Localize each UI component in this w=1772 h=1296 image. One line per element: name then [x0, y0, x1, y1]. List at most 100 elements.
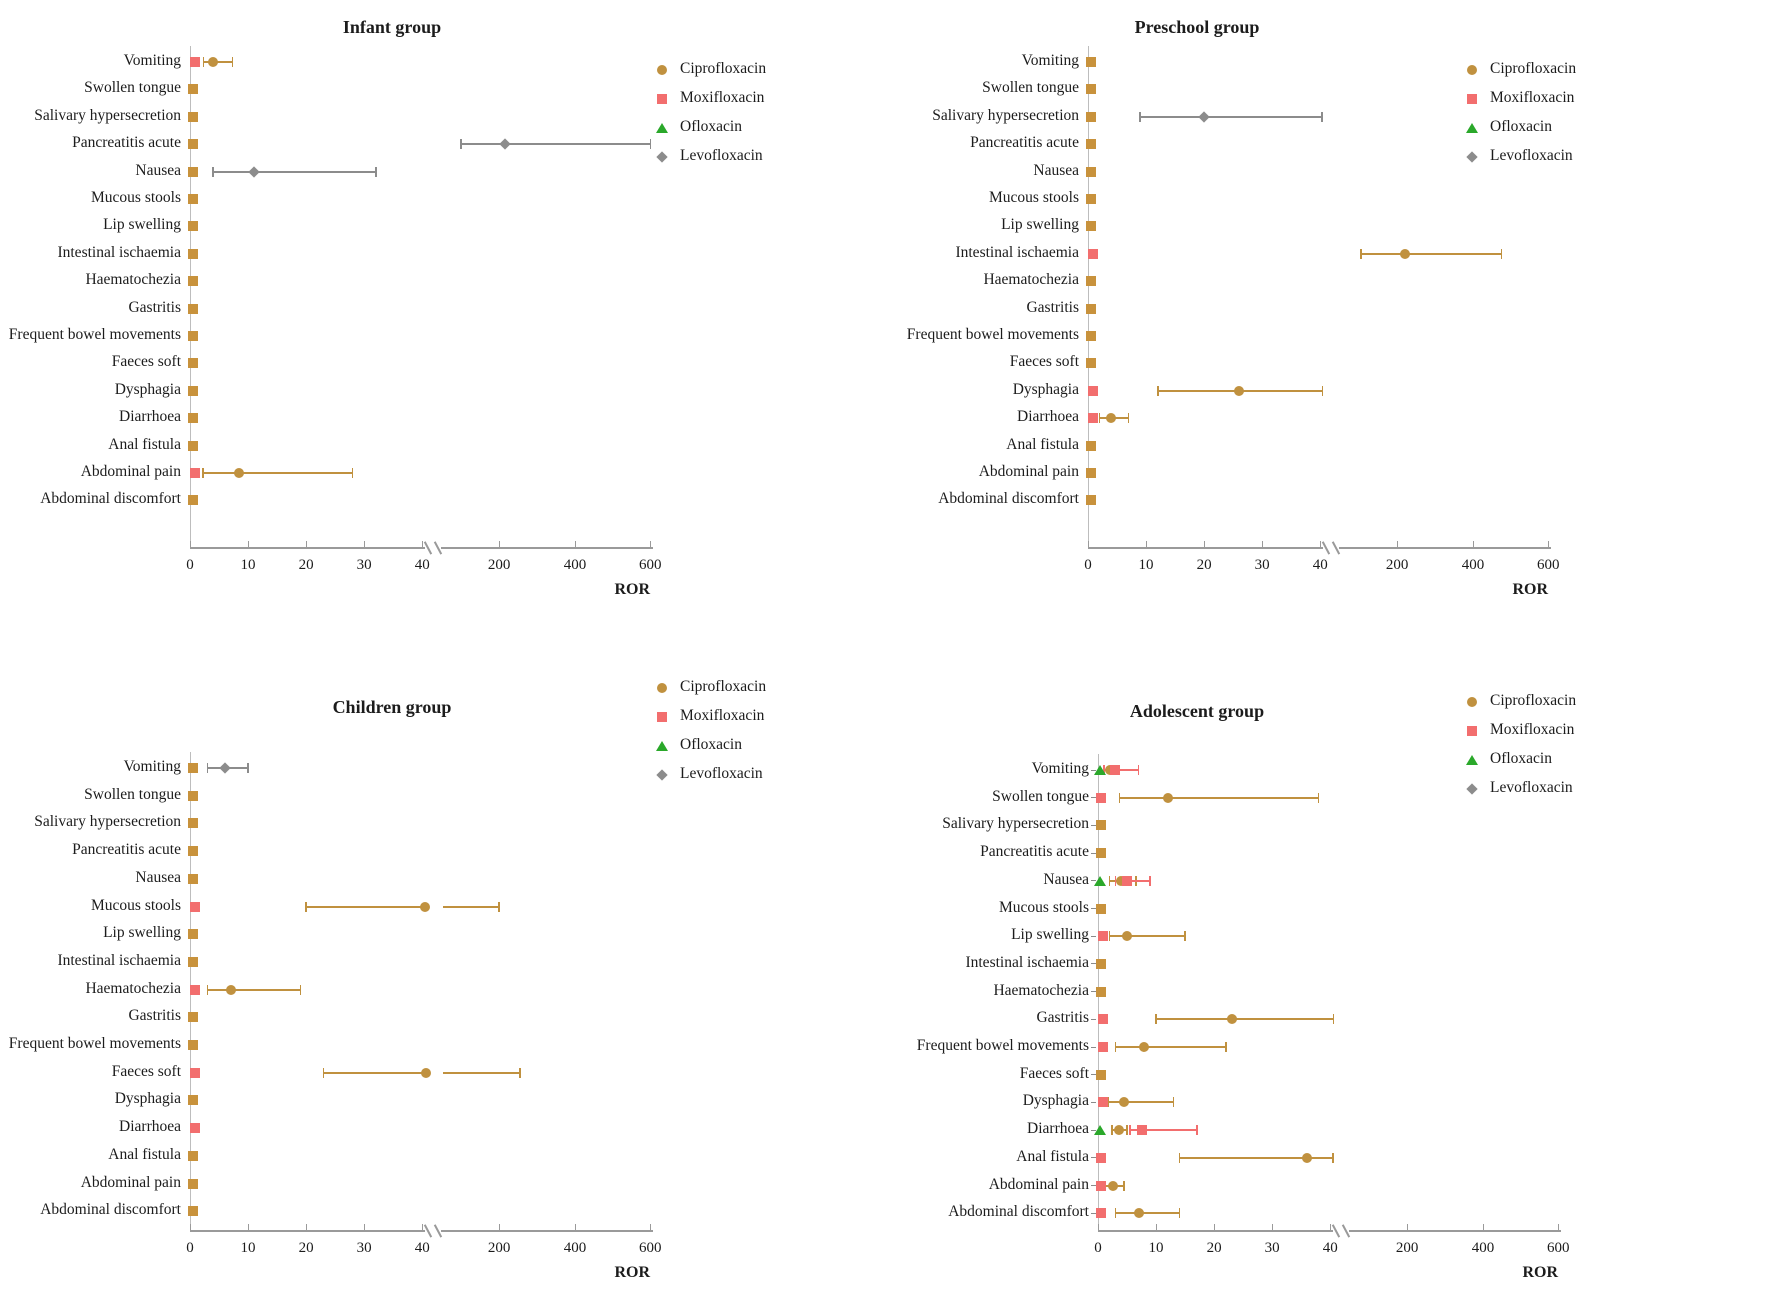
legend-preschool: Ciprofloxacin Moxifloxacin Ofloxacin Levofl… — [1458, 56, 1678, 172]
category-label: Mucous stools — [989, 189, 1079, 206]
baseline-marker — [1086, 221, 1097, 232]
row-tick — [1091, 908, 1096, 909]
baseline-marker — [188, 1012, 199, 1023]
axis-break-mark — [423, 1224, 432, 1238]
ciprofloxacin-errorbar-cap — [1108, 875, 1111, 886]
category-label: Abdominal pain — [978, 463, 1079, 480]
legend-label: Ofloxacin — [680, 118, 742, 135]
moxifloxacin-marker — [1097, 1042, 1108, 1052]
moxifloxacin-errorbar — [1129, 1129, 1197, 1132]
category-label: Anal fistula — [1016, 1147, 1089, 1165]
category-label: Gastritis — [128, 1007, 181, 1025]
square-legend-icon — [1467, 94, 1477, 104]
x-axis-tick — [1548, 541, 1550, 548]
plot-area-preschool: 0 10 20 30 40 200 400 600 ROR Vomiting Swollen ton… — [886, 0, 1772, 648]
moxifloxacin-marker — [189, 901, 200, 912]
baseline-marker — [1086, 358, 1097, 369]
moxifloxacin-marker — [1122, 875, 1133, 886]
ciprofloxacin-errorbar — [1109, 935, 1186, 938]
axis-break-mark — [1331, 1224, 1340, 1238]
baseline-marker — [188, 385, 199, 396]
x-axis-tick — [190, 541, 191, 548]
baseline-marker — [188, 818, 199, 829]
category-label: Faeces soft — [1009, 353, 1079, 371]
baseline-marker — [1086, 468, 1097, 478]
baseline-marker — [188, 1095, 199, 1106]
legend-item-ofloxacin: Ofloxacin — [648, 114, 868, 143]
x-tick-label: 20 — [1206, 1240, 1222, 1256]
baseline-marker — [188, 166, 199, 177]
category-label: Haematochezia — [85, 979, 181, 997]
category-label: Nausea — [135, 161, 181, 179]
baseline-marker — [188, 358, 199, 369]
moxifloxacin-marker — [1097, 1097, 1108, 1108]
legend-label: Levofloxacin — [680, 765, 763, 782]
ciprofloxacin-errorbar-cap — [351, 468, 354, 478]
ofloxacin-marker — [1093, 875, 1106, 886]
category-label: Dysphagia — [114, 380, 181, 398]
x-axis-line — [1088, 547, 1323, 549]
levofloxacin-marker — [1198, 111, 1210, 123]
legend-label: Ciprofloxacin — [680, 60, 767, 77]
category-label: Haematochezia — [85, 271, 181, 289]
baseline-marker — [188, 929, 199, 940]
moxifloxacin-marker — [189, 468, 200, 478]
baseline-marker — [188, 111, 199, 122]
category-label: Abdominal discomfort — [938, 490, 1079, 508]
x-tick-label: 400 — [563, 1240, 587, 1256]
legend-label: Levofloxacin — [680, 147, 763, 164]
axis-break-mark — [1321, 541, 1330, 555]
category-label: Abdominal pain — [988, 1175, 1089, 1193]
ciprofloxacin-errorbar — [443, 1071, 520, 1074]
x-axis-tick — [1262, 541, 1264, 548]
x-axis-tick — [1407, 1224, 1409, 1231]
category-label: Gastritis — [1036, 1009, 1089, 1027]
x-axis-tick — [499, 1224, 501, 1231]
category-label: Dysphagia — [1012, 380, 1079, 398]
x-tick-label: 400 — [1471, 1240, 1495, 1256]
category-label: Diarrhoea — [1017, 408, 1079, 426]
row-tick — [1091, 824, 1096, 826]
baseline-marker — [188, 495, 199, 506]
category-label: Pancreatitis acute — [970, 134, 1079, 152]
x-axis-tick — [1482, 1224, 1484, 1231]
legend-item-ciprofloxacin: Ciprofloxacin — [648, 674, 868, 703]
panel-adolescent-group: Adolescent group 0 10 20 30 40 200 400 600 ROR Vo… — [886, 648, 1772, 1296]
legend-label: Moxifloxacin — [680, 707, 765, 724]
legend-label: Ofloxacin — [680, 736, 742, 753]
row-tick — [1091, 963, 1096, 965]
ciprofloxacin-errorbar-cap — [322, 1067, 325, 1078]
category-label: Anal fistula — [1006, 435, 1079, 453]
x-axis-tick — [1397, 541, 1399, 548]
row-tick — [1091, 1212, 1096, 1214]
baseline-marker — [188, 1040, 199, 1050]
ciprofloxacin-errorbar — [207, 988, 301, 991]
levofloxacin-errorbar-cap — [459, 139, 462, 150]
row-tick — [1091, 797, 1096, 799]
category-label: Abdominal discomfort — [40, 1201, 181, 1219]
row-tick — [1091, 1157, 1096, 1159]
ciprofloxacin-errorbar-cap — [1126, 1125, 1128, 1136]
ciprofloxacin-errorbar-cap — [1118, 792, 1121, 803]
ciprofloxacin-errorbar — [1119, 796, 1319, 799]
moxifloxacin-errorbar-cap — [1137, 765, 1140, 775]
x-axis-line — [1349, 1230, 1561, 1232]
category-label: Abdominal discomfort — [948, 1203, 1089, 1221]
ciprofloxacin-marker — [1162, 792, 1173, 803]
levofloxacin-errorbar-cap — [212, 166, 215, 177]
y-axis-line — [190, 46, 191, 547]
category-label: Diarrhoea — [1027, 1120, 1089, 1138]
legend-label: Moxifloxacin — [1490, 721, 1575, 738]
x-tick-label: 400 — [1461, 557, 1485, 573]
ciprofloxacin-errorbar-cap — [1332, 1152, 1334, 1163]
baseline-marker — [1086, 440, 1097, 451]
ciprofloxacin-marker — [1116, 875, 1127, 886]
x-axis-tick — [1156, 1224, 1158, 1231]
x-tick-label: 20 — [298, 557, 314, 573]
ciprofloxacin-errorbar — [1108, 1101, 1174, 1104]
category-label: Salivary hypersecretion — [34, 106, 181, 124]
x-axis-tick — [364, 541, 366, 548]
circle-legend-icon — [1467, 697, 1477, 707]
legend-item-levofloxacin: Levofloxacin — [648, 761, 868, 790]
ciprofloxacin-errorbar-cap — [206, 984, 209, 995]
